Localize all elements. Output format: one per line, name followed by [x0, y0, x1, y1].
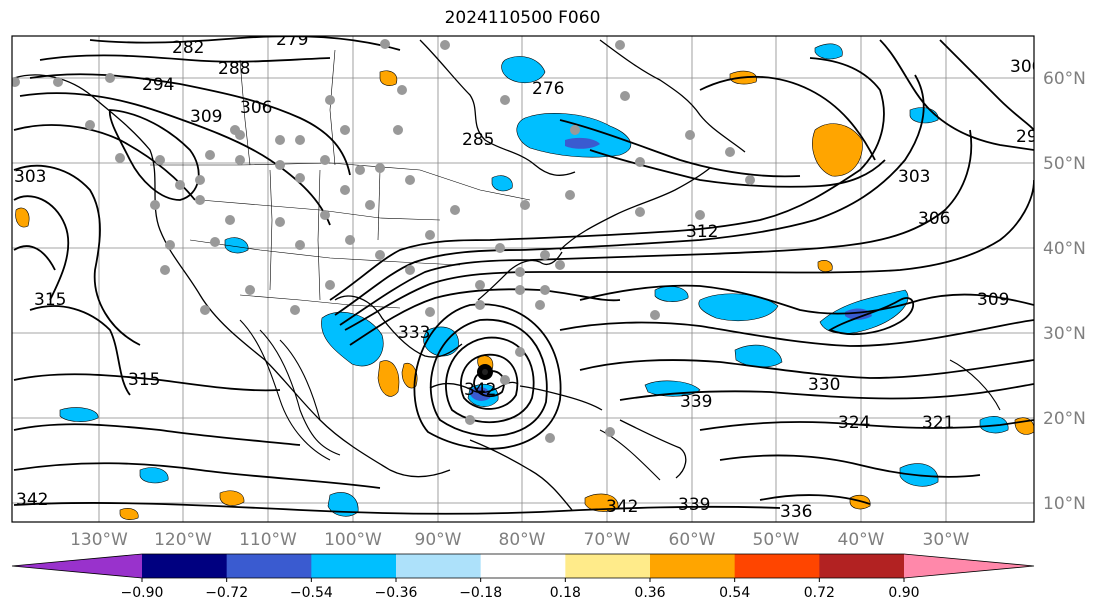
colorbar-tick-label: 0.90	[888, 585, 919, 601]
colorbar-segment	[565, 554, 651, 578]
contour-label: 342	[16, 490, 48, 510]
colorbar-tick-label: 0.72	[804, 585, 835, 601]
longitude-label: 80°W	[499, 530, 546, 550]
longitude-axis: 130°W 120°W 110°W 100°W 90°W 80°W 70°W 6…	[70, 530, 970, 550]
contour-label: 330	[808, 375, 840, 395]
contour-label: 294	[142, 75, 174, 95]
contour-label: 309	[977, 290, 1009, 310]
colorbar-segment	[142, 554, 228, 578]
longitude-label: 130°W	[70, 530, 128, 550]
contour-label: 288	[218, 59, 250, 79]
contour-label: 297	[1016, 127, 1048, 147]
longitude-label: 90°W	[415, 530, 462, 550]
colorbar-segments	[11, 553, 1035, 579]
longitude-label: 60°W	[669, 530, 716, 550]
map-panel: 282 279 288 294 306 309 276 285 303 306 …	[11, 30, 1048, 523]
contour-label: 306	[918, 209, 950, 229]
colorbar-segment	[650, 554, 736, 578]
contour-label: 333	[398, 323, 430, 343]
colorbar-tick-label: −0.90	[121, 585, 164, 601]
colorbar-segment	[226, 554, 312, 578]
contour-label: 285	[462, 130, 494, 150]
latitude-label: 40°N	[1043, 239, 1086, 259]
colorbar: −0.90 −0.72 −0.54 −0.36 −0.18 0.18 0.36 0.54 0.7…	[11, 553, 1035, 601]
contour-label: 339	[680, 392, 712, 412]
contour-label: 315	[128, 370, 160, 390]
contour-label: 342	[464, 380, 496, 400]
colorbar-tick-label: −0.36	[375, 585, 418, 601]
contour-label: 324	[838, 413, 870, 433]
latitude-label: 20°N	[1043, 409, 1086, 429]
contour-label: 312	[686, 222, 718, 242]
latitude-label: 30°N	[1043, 324, 1086, 344]
longitude-label: 110°W	[239, 530, 297, 550]
map-frame	[11, 35, 1035, 523]
colorbar-segment	[734, 554, 820, 578]
longitude-label: 70°W	[584, 530, 631, 550]
contour-label: 336	[780, 502, 812, 522]
contour-label: 315	[34, 290, 66, 310]
colorbar-tick-label: 0.36	[634, 585, 665, 601]
contour-label: 300	[1010, 57, 1042, 77]
negative-shading	[59, 43, 1009, 517]
contour-label: 306	[240, 98, 272, 118]
colorbar-tick-label: −0.72	[205, 585, 248, 601]
colorbar-tick-label: −0.54	[290, 585, 333, 601]
coastlines	[13, 39, 746, 511]
contour-label: 282	[172, 38, 204, 58]
latitude-label: 60°N	[1043, 69, 1086, 89]
contour-labels: 282 279 288 294 306 309 276 285 303 306 …	[14, 30, 1048, 522]
contour-label: 309	[190, 107, 222, 127]
thin-contours	[239, 319, 1001, 481]
colorbar-segment	[480, 554, 566, 578]
longitude-label: 100°W	[324, 530, 382, 550]
longitude-label: 30°W	[923, 530, 970, 550]
longitude-label: 50°W	[753, 530, 800, 550]
station-markers	[12, 39, 755, 443]
colorbar-segment	[819, 554, 905, 578]
colorbar-segment	[311, 554, 397, 578]
height-contours	[13, 36, 1034, 515]
latitude-label: 10°N	[1043, 494, 1086, 514]
longitude-label: 40°W	[838, 530, 885, 550]
latitude-axis: 60°N 50°N 40°N 30°N 20°N 10°N	[1043, 69, 1086, 514]
colorbar-tick-label: 0.54	[719, 585, 750, 601]
contour-label: 276	[532, 79, 564, 99]
latitude-label: 50°N	[1043, 154, 1086, 174]
contour-label: 339	[678, 495, 710, 515]
hurricane-eye	[482, 369, 488, 375]
contour-label: 279	[276, 30, 308, 50]
political-borders	[150, 49, 531, 309]
longitude-label: 120°W	[154, 530, 212, 550]
map-title: 2024110500 F060	[444, 8, 601, 28]
contour-label: 303	[898, 167, 930, 187]
colorbar-tick-label: 0.18	[550, 585, 581, 601]
strong-negative-shading	[470, 137, 872, 401]
contour-label: 321	[922, 413, 954, 433]
colorbar-ticks: −0.90 −0.72 −0.54 −0.36 −0.18 0.18 0.36 0.54 0.7…	[121, 578, 920, 601]
colorbar-extend-low	[12, 554, 142, 578]
colorbar-extend-high	[904, 554, 1034, 578]
contour-label: 303	[14, 167, 46, 187]
colorbar-tick-label: −0.18	[459, 585, 502, 601]
contour-label: 342	[606, 497, 638, 517]
colorbar-segment	[396, 554, 482, 578]
